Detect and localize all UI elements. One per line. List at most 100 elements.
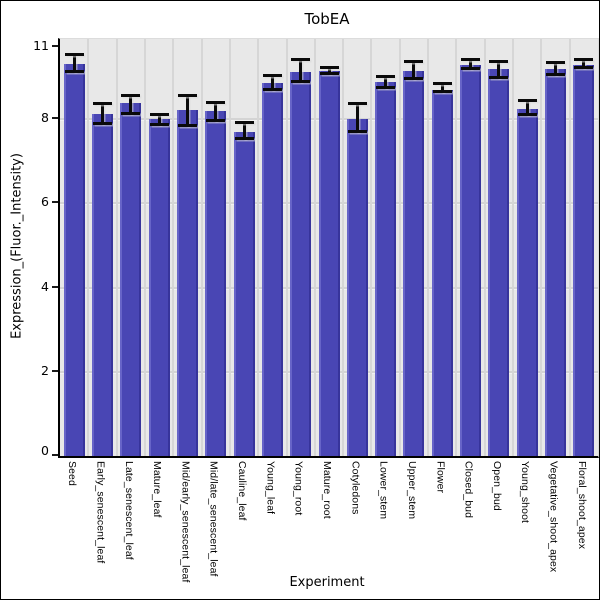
bar [375,82,397,456]
bar [318,71,340,456]
error-bar-cap-top [319,66,339,70]
bar [290,72,312,456]
bar [176,109,198,456]
error-bar-stem [270,75,274,91]
error-bar-cap-top [177,93,197,97]
error-bar-cap-top [404,59,424,63]
v-gridline [285,39,288,456]
error-bar-cap-bottom [262,88,282,92]
y-axis-title: Expression_(Fluor._Intensity) [9,153,25,339]
error-bar-cap-top [64,53,84,57]
v-gridline [115,39,118,456]
error-bar-stem [157,113,161,125]
v-gridline [228,39,231,456]
x-tick-label: Lower_stem [377,461,390,520]
error-bar-cap-top [489,59,509,63]
x-tick-label: Early_senescent_leaf [94,461,107,564]
v-gridline [427,39,430,456]
error-bar-cap-top [517,99,537,103]
y-tick-label: 0 [41,443,49,458]
bar [545,69,567,456]
x-tick-label: Open_bud [490,461,503,511]
error-bar-cap-bottom [432,90,452,94]
error-bar-stem [384,76,388,89]
error-bar-cap-bottom [177,123,197,127]
error-bar-cap-bottom [319,72,339,76]
error-bar-cap-bottom [121,111,141,115]
error-bar-cap-bottom [461,67,481,71]
v-gridline [398,39,401,456]
error-bar-stem [327,67,331,75]
error-bar-cap-top [347,101,367,105]
error-bar-stem [355,102,359,133]
error-bar-stem [554,62,558,76]
bar [573,65,595,456]
error-bar-cap-top [461,58,481,62]
x-tick-label: Mid/early_senescent_leaf [179,461,192,583]
error-bar-stem [214,101,218,121]
v-gridline [200,39,203,456]
error-bar-cap-top [546,61,566,65]
x-tick-label: Floral_shoot_apex [575,461,588,550]
y-tick-mark [52,45,58,47]
bar [403,71,425,456]
error-bar-cap-top [206,100,226,104]
error-bar-cap-bottom [92,122,112,126]
y-tick-label: 2 [41,362,49,378]
error-bar-stem [72,54,76,73]
x-tick-label: Mature_root [321,461,333,519]
x-axis-title: Experiment [289,575,365,590]
y-tick-mark [52,285,58,288]
error-bar-cap-top [574,58,594,62]
y-tick-mark [52,117,58,120]
y-tick-label: 6 [41,194,49,210]
error-bar-cap-top [376,75,396,79]
error-bar-stem [100,102,104,125]
error-bar-cap-bottom [404,77,424,81]
chart-title: TobEA [304,10,350,28]
bar [148,119,170,456]
x-tick-label: Mid/late_senescent_leaf [207,461,220,577]
x-tick-label: Cauline_leaf [236,461,249,521]
x-tick-label: Young_root [292,461,305,516]
v-gridline [568,39,571,456]
error-bar-stem [129,94,133,114]
x-tick-label: Mature_leaf [151,461,164,518]
error-bar-cap-bottom [206,118,226,122]
error-bar-stem [412,60,416,80]
bar [460,65,482,456]
error-bar-cap-bottom [546,73,566,77]
y-tick-label: 4 [41,278,49,294]
error-bar-stem [525,100,529,115]
error-bar-cap-bottom [347,130,367,134]
error-bar-stem [497,60,501,79]
error-bar-cap-bottom [234,137,254,141]
x-tick-label: Cotyledons [349,461,362,515]
plot-area [58,38,599,458]
error-bar-cap-bottom [149,122,169,126]
bar [233,132,255,456]
x-tick-label: Upper_stem [405,461,418,520]
y-tick-mark [52,369,58,372]
v-gridline [342,39,345,456]
v-gridline [143,39,146,456]
v-gridline [483,39,486,456]
error-bar-cap-top [262,74,282,78]
x-tick-label: Flower [434,461,447,494]
bar [91,113,113,456]
v-gridline [512,39,515,456]
x-tick-label: Vegetative_shoot_apex [547,461,560,573]
error-bar-cap-top [291,58,311,62]
error-bar-cap-bottom [376,86,396,90]
error-bar-stem [440,83,444,93]
x-tick-label: Young_leaf [264,461,277,515]
y-tick-mark [52,454,58,456]
x-tick-label: Late_senescent_leaf [122,461,135,560]
bar [63,64,85,456]
error-bar-cap-top [149,112,169,116]
v-gridline [370,39,373,456]
v-gridline [313,39,316,456]
bar [120,103,142,456]
y-tick-mark [52,201,58,204]
